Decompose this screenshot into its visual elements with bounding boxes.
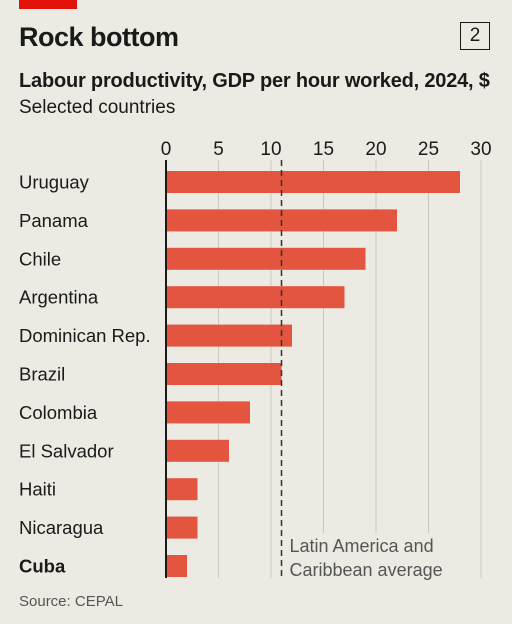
- bar: [166, 555, 187, 577]
- category-label: Nicaragua: [19, 517, 104, 538]
- category-label: Haiti: [19, 479, 56, 500]
- bar: [166, 286, 345, 309]
- category-label: Uruguay: [19, 172, 90, 193]
- bar: [166, 439, 229, 462]
- category-label: El Salvador: [19, 440, 114, 461]
- category-label: Dominican Rep.: [19, 325, 151, 346]
- category-label: Colombia: [19, 402, 98, 423]
- category-label: Chile: [19, 248, 61, 269]
- bar: [166, 401, 250, 424]
- bar: [166, 516, 198, 539]
- category-label: Panama: [19, 210, 89, 231]
- annotation-background: [285, 533, 464, 581]
- category-label: Brazil: [19, 364, 65, 385]
- bar: [166, 247, 366, 270]
- bar: [166, 478, 198, 501]
- chart-number-badge: 2: [460, 22, 490, 50]
- x-tick-label: 0: [161, 139, 172, 160]
- average-annotation-line: Caribbean average: [290, 560, 443, 580]
- category-label: Cuba: [19, 556, 66, 577]
- bar: [166, 324, 292, 347]
- chart-subtitle: Labour productivity, GDP per hour worked…: [19, 70, 490, 92]
- accent-bar: [19, 0, 77, 9]
- x-tick-label: 20: [365, 139, 386, 160]
- category-label: Argentina: [19, 287, 99, 308]
- chart-title: Rock bottom: [19, 22, 179, 52]
- chart-subsubtitle: Selected countries: [19, 97, 176, 118]
- x-tick-label: 5: [213, 139, 224, 160]
- x-tick-label: 15: [313, 139, 334, 160]
- source-note: Source: CEPAL: [19, 593, 123, 610]
- bar: [166, 171, 460, 193]
- x-tick-label: 30: [470, 139, 491, 160]
- average-annotation-line: Latin America and: [290, 536, 434, 556]
- x-tick-label: 25: [418, 139, 439, 160]
- bar: [166, 363, 282, 385]
- x-tick-label: 10: [260, 139, 281, 160]
